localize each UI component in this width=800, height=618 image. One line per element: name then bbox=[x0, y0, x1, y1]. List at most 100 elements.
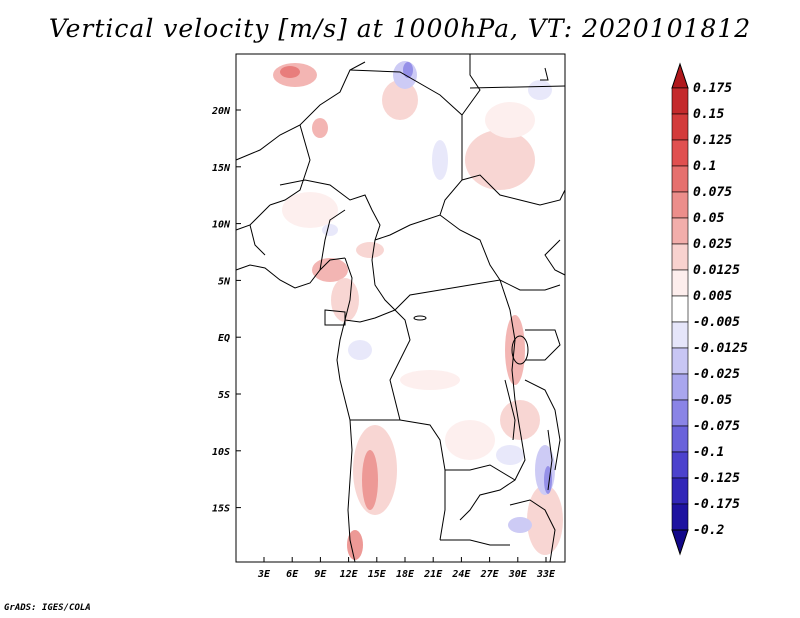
colorbar-label: -0.125 bbox=[693, 471, 740, 486]
colorbar-label: -0.005 bbox=[693, 315, 740, 330]
colorbar-box bbox=[671, 503, 689, 531]
border-ghana-togo bbox=[319, 209, 346, 271]
lon-tick-label: 15E bbox=[368, 569, 387, 580]
shade-red bbox=[505, 315, 525, 385]
colorbar-box bbox=[671, 477, 689, 505]
border-angola-drc bbox=[399, 419, 446, 541]
velocity-shading bbox=[273, 61, 563, 560]
colorbar-box bbox=[671, 217, 689, 245]
shade-blue bbox=[322, 224, 338, 236]
lat-tick-label: 5N bbox=[218, 276, 231, 287]
colorbar-label: 0.025 bbox=[693, 237, 732, 252]
lat-tick-label: EQ bbox=[218, 333, 230, 344]
colorbar-box bbox=[671, 425, 689, 453]
border-guinea bbox=[235, 204, 271, 231]
lon-tick-label: 9E bbox=[314, 569, 327, 580]
border-sudan bbox=[461, 174, 566, 206]
colorbar-box bbox=[671, 347, 689, 375]
colorbar-label: -0.2 bbox=[693, 523, 724, 538]
shade-red bbox=[400, 370, 460, 390]
colorbar-label: 0.075 bbox=[693, 185, 732, 200]
lat-tick-label: 20N bbox=[211, 106, 231, 117]
colorbar-box bbox=[671, 243, 689, 271]
shade-red bbox=[445, 420, 495, 460]
shade-red bbox=[465, 130, 535, 190]
map-panel bbox=[235, 53, 566, 563]
border-nigeria-cameroon bbox=[371, 239, 396, 311]
colorbar-label: -0.05 bbox=[693, 393, 732, 408]
map-frame bbox=[235, 53, 566, 563]
lake-tanganyika-outline bbox=[504, 379, 516, 441]
country-borders bbox=[235, 54, 566, 563]
colorbar-box bbox=[671, 139, 689, 167]
lake-malawi-outline bbox=[547, 429, 553, 491]
colorbar-label: -0.0125 bbox=[693, 341, 748, 356]
colorbar-label: -0.175 bbox=[693, 497, 740, 512]
border-drc-zambia bbox=[445, 464, 516, 481]
shade-blue bbox=[496, 445, 524, 465]
lon-tick-label: 30E bbox=[508, 569, 528, 580]
colorbar-box bbox=[671, 373, 689, 401]
colorbar-label: 0.1 bbox=[693, 159, 716, 174]
shade-blue bbox=[508, 517, 532, 533]
lake-outline bbox=[413, 315, 427, 321]
lon-tick-label: 21E bbox=[423, 569, 443, 580]
shade-red bbox=[362, 450, 378, 510]
colorbar-label: 0.125 bbox=[693, 133, 732, 148]
lat-tick-label: 10N bbox=[212, 220, 231, 231]
colorbar-label: -0.025 bbox=[693, 367, 740, 382]
colorbar-top-arrow bbox=[671, 62, 689, 89]
shade-red bbox=[527, 485, 563, 555]
colorbar-box bbox=[671, 165, 689, 193]
shade-red bbox=[485, 102, 535, 138]
border-mali-burkina bbox=[269, 124, 311, 206]
shade-red bbox=[347, 530, 363, 560]
border-ethiopia bbox=[544, 239, 566, 276]
colorbar-box bbox=[671, 451, 689, 479]
colorbar-bottom-arrow bbox=[671, 529, 689, 556]
colorbar-label: 0.15 bbox=[693, 107, 724, 122]
latitude-axis: 20N 15N 10N 5N EQ 5S 10S 15S bbox=[211, 106, 241, 515]
border-car-drc bbox=[394, 279, 561, 311]
border-uganda-kenya bbox=[525, 329, 561, 361]
colorbar-box bbox=[671, 295, 689, 323]
border-liberia bbox=[249, 224, 266, 256]
border-zimbabwe-mozambique bbox=[509, 499, 556, 563]
lon-tick-label: 27E bbox=[480, 569, 500, 580]
longitude-axis: 3E 6E 9E 12E 15E 18E 21E 24E 27E 30E 33E bbox=[257, 557, 556, 580]
lon-tick-label: 6E bbox=[286, 569, 299, 580]
border-nigeria-chad-car bbox=[374, 214, 501, 281]
colorbar-box bbox=[671, 321, 689, 349]
shade-blue bbox=[348, 340, 372, 360]
colorbar-label: 0.05 bbox=[693, 211, 724, 226]
lon-tick-label: 24E bbox=[451, 569, 471, 580]
lat-tick-label: 15N bbox=[212, 163, 231, 174]
colorbar-box bbox=[671, 399, 689, 427]
shade-blue bbox=[432, 140, 448, 180]
colorbar-box bbox=[671, 113, 689, 141]
border-drc-east bbox=[459, 279, 526, 521]
border-mauritania-mali bbox=[235, 61, 366, 161]
lat-tick-label: 15S bbox=[212, 504, 230, 515]
grads-credit: GrADS: IGES/COLA bbox=[4, 603, 91, 613]
shade-red bbox=[312, 118, 328, 138]
border-egypt-sudan bbox=[469, 85, 566, 89]
shade-red bbox=[282, 192, 338, 228]
colorbar-label: -0.1 bbox=[693, 445, 724, 460]
shade-red bbox=[500, 400, 540, 440]
border-gabon-congo bbox=[344, 309, 411, 421]
shade-blue bbox=[528, 80, 552, 100]
colorbar-label: 0.175 bbox=[693, 81, 732, 96]
colorbar-box bbox=[671, 87, 689, 115]
colorbar-label: -0.075 bbox=[693, 419, 740, 434]
colorbar-label: 0.005 bbox=[693, 289, 732, 304]
border-mali-niger bbox=[279, 179, 381, 241]
colorbar-box bbox=[671, 269, 689, 297]
shade-red bbox=[280, 66, 300, 78]
map-title: Vertical velocity [m/s] at 1000hPa, VT: … bbox=[48, 14, 752, 43]
border-libya-sudan bbox=[461, 54, 481, 116]
shade-red bbox=[356, 242, 384, 258]
coast-red-sea bbox=[540, 67, 549, 81]
colorbar-label: 0.0125 bbox=[693, 263, 740, 278]
